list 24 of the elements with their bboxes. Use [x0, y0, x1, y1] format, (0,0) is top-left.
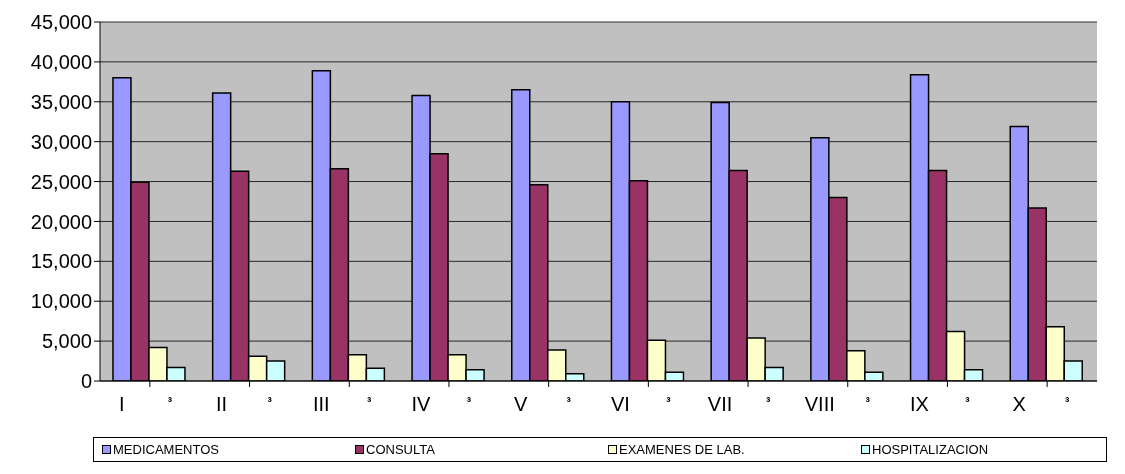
category-label: VII ³ — [707, 393, 771, 415]
category-label: IV ³ — [411, 393, 472, 415]
category-label: IX ³ — [910, 393, 970, 415]
legend-label: MEDICAMENTOS — [113, 442, 219, 457]
category-label: VIII ³ — [804, 393, 870, 415]
y-tick-label: 35,000 — [30, 90, 92, 113]
category-label: I ³ — [119, 393, 173, 415]
y-tick-label: 15,000 — [30, 250, 92, 273]
category-label: X ³ — [1012, 393, 1070, 415]
y-tick-label: 45,000 — [30, 11, 92, 34]
y-tick-label: 10,000 — [30, 290, 92, 313]
y-tick-label: 20,000 — [30, 210, 92, 233]
category-label: III ³ — [312, 393, 372, 415]
y-tick-label: 30,000 — [30, 130, 92, 153]
y-tick-label: 5,000 — [41, 330, 92, 353]
y-tick-label: 25,000 — [30, 170, 92, 193]
category-label: II ³ — [215, 393, 272, 415]
legend-label: EXAMENES DE LAB. — [619, 442, 745, 457]
category-label: V ³ — [513, 393, 571, 415]
legend-label: CONSULTA — [366, 442, 435, 457]
y-tick-label: 0 — [80, 370, 92, 393]
category-label: VI ³ — [610, 393, 671, 415]
y-tick-label: 40,000 — [30, 50, 92, 73]
legend-label: HOSPITALIZACION — [872, 442, 989, 457]
